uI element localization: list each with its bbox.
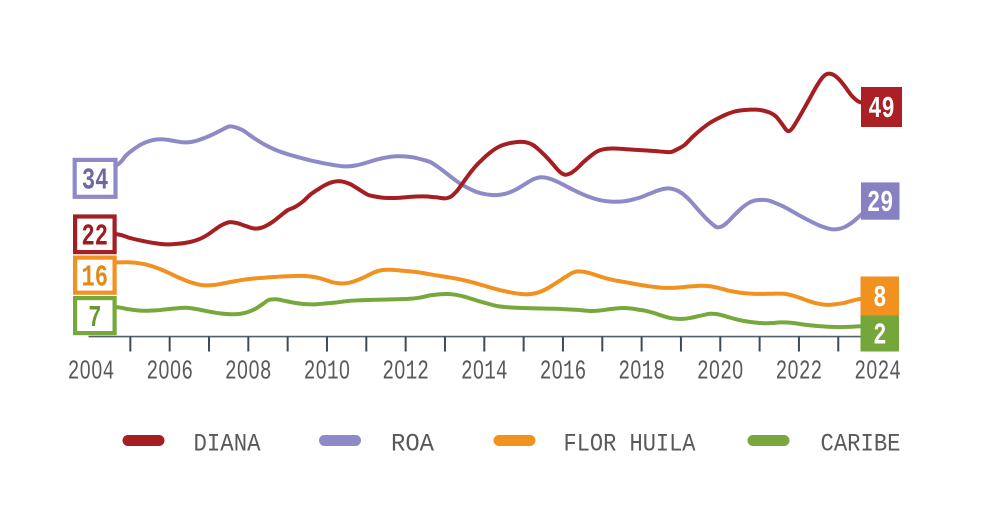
svg-text:2020: 2020 xyxy=(697,358,744,388)
svg-text:2014: 2014 xyxy=(461,358,508,388)
svg-text:34: 34 xyxy=(82,164,109,199)
svg-text:FLOR HUILA: FLOR HUILA xyxy=(564,430,696,459)
svg-text:DIANA: DIANA xyxy=(194,430,261,459)
svg-text:16: 16 xyxy=(82,260,109,295)
svg-text:2024: 2024 xyxy=(854,358,901,388)
svg-text:49: 49 xyxy=(868,92,895,127)
svg-text:ROA: ROA xyxy=(391,430,434,459)
svg-text:2004: 2004 xyxy=(68,358,115,388)
svg-text:2016: 2016 xyxy=(540,358,587,388)
svg-text:22: 22 xyxy=(82,220,109,255)
svg-text:2008: 2008 xyxy=(225,358,272,388)
svg-text:2: 2 xyxy=(873,319,886,354)
svg-text:2022: 2022 xyxy=(776,358,823,388)
svg-text:8: 8 xyxy=(873,281,886,316)
svg-text:2018: 2018 xyxy=(618,358,665,388)
svg-text:2012: 2012 xyxy=(382,358,429,388)
svg-text:7: 7 xyxy=(88,301,101,336)
svg-text:29: 29 xyxy=(867,186,894,221)
svg-text:CARIBE: CARIBE xyxy=(821,430,901,459)
svg-text:2006: 2006 xyxy=(146,358,193,388)
svg-text:2010: 2010 xyxy=(304,358,351,388)
